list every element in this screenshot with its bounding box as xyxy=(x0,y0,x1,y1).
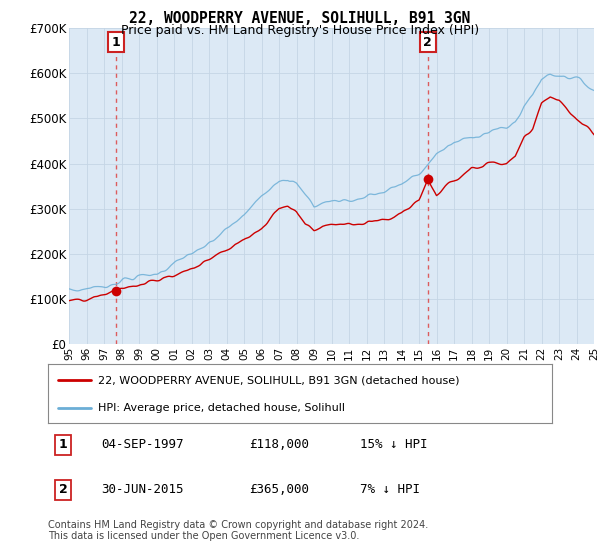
Text: 30-JUN-2015: 30-JUN-2015 xyxy=(101,483,184,496)
Text: 22, WOODPERRY AVENUE, SOLIHULL, B91 3GN: 22, WOODPERRY AVENUE, SOLIHULL, B91 3GN xyxy=(130,11,470,26)
Text: 04-SEP-1997: 04-SEP-1997 xyxy=(101,438,184,451)
Text: 1: 1 xyxy=(112,36,120,49)
Text: 7% ↓ HPI: 7% ↓ HPI xyxy=(361,483,421,496)
Text: £118,000: £118,000 xyxy=(250,438,310,451)
Text: 2: 2 xyxy=(59,483,67,496)
Text: 2: 2 xyxy=(424,36,432,49)
Text: Contains HM Land Registry data © Crown copyright and database right 2024.
This d: Contains HM Land Registry data © Crown c… xyxy=(48,520,428,542)
Text: Price paid vs. HM Land Registry's House Price Index (HPI): Price paid vs. HM Land Registry's House … xyxy=(121,24,479,36)
Text: 22, WOODPERRY AVENUE, SOLIHULL, B91 3GN (detached house): 22, WOODPERRY AVENUE, SOLIHULL, B91 3GN … xyxy=(98,375,460,385)
Text: 15% ↓ HPI: 15% ↓ HPI xyxy=(361,438,428,451)
Text: HPI: Average price, detached house, Solihull: HPI: Average price, detached house, Soli… xyxy=(98,403,346,413)
Text: 1: 1 xyxy=(59,438,67,451)
Text: £365,000: £365,000 xyxy=(250,483,310,496)
